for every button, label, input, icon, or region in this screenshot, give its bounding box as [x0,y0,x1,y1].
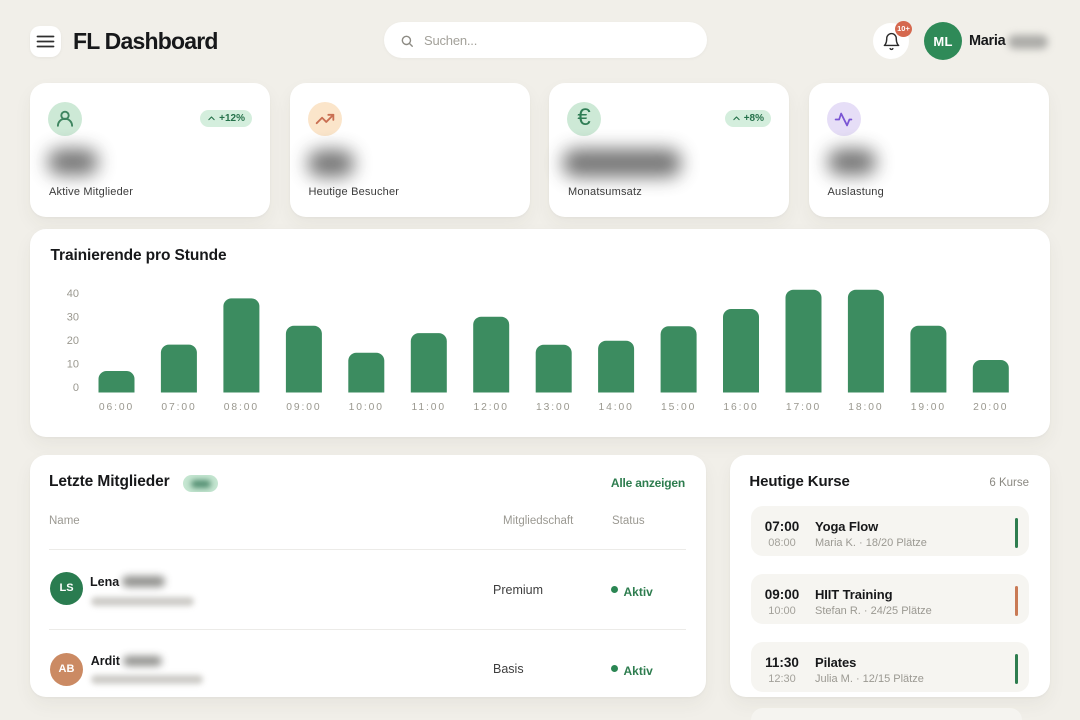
svg-text:12:00: 12:00 [474,402,509,413]
svg-text:11:00: 11:00 [412,402,447,413]
svg-text:0: 0 [73,382,79,394]
svg-text:17:00: 17:00 [786,402,821,413]
svg-text:07:00: 07:00 [161,402,196,413]
svg-text:16:00: 16:00 [723,402,758,413]
svg-text:30: 30 [67,312,79,324]
svg-text:14:00: 14:00 [598,402,633,413]
svg-text:20: 20 [67,335,79,347]
svg-text:09:00: 09:00 [286,402,321,413]
svg-text:40: 40 [67,288,79,300]
svg-text:20:00: 20:00 [973,402,1008,413]
svg-text:08:00: 08:00 [224,402,259,413]
svg-text:15:00: 15:00 [661,402,696,413]
svg-text:18:00: 18:00 [848,402,883,413]
svg-text:10: 10 [67,359,79,371]
svg-text:13:00: 13:00 [536,402,571,413]
svg-text:19:00: 19:00 [911,402,946,413]
svg-text:06:00: 06:00 [99,402,134,413]
svg-text:10:00: 10:00 [349,402,384,413]
